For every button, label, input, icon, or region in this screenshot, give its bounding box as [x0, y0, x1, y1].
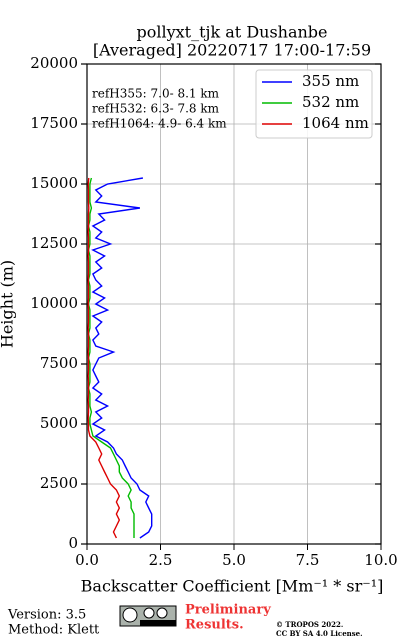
x-tick-label: 10.0	[364, 551, 397, 569]
data-line	[91, 177, 153, 539]
y-axis-label: Height (m)	[0, 260, 17, 348]
annotation: refH532: 6.3- 7.8 km	[92, 102, 220, 116]
y-tick-label: 5000	[40, 414, 78, 432]
x-tick-label: 2.5	[149, 551, 173, 569]
chart-subtitle: [Averaged] 20220717 17:00-17:59	[93, 41, 371, 60]
chart-title: pollyxt_tjk at Dushanbe	[136, 23, 327, 42]
copyright: © TROPOS 2022.	[276, 620, 343, 629]
legend-label: 355 nm	[302, 72, 359, 90]
copyright: CC BY SA 4.0 License.	[276, 629, 363, 638]
x-axis-label: Backscatter Coefficient [Mm⁻¹ * sr⁻¹]	[81, 577, 384, 596]
preliminary: Preliminary	[185, 603, 271, 618]
method: Method: Klett	[8, 623, 100, 638]
legend-box	[255, 69, 373, 139]
data-line	[87, 177, 121, 539]
y-tick-label: 7500	[40, 354, 78, 372]
x-tick-label: 7.5	[296, 551, 320, 569]
plot-frame	[86, 63, 382, 545]
cc-badge	[119, 605, 177, 627]
y-tick-label: 15000	[30, 174, 78, 192]
y-tick-label: 0	[68, 534, 78, 552]
legend-label: 532 nm	[302, 93, 359, 111]
y-tick-label: 20000	[30, 54, 78, 72]
version: Version: 3.5	[7, 608, 86, 623]
preliminary: Results.	[185, 618, 244, 633]
y-tick-label: 2500	[40, 474, 78, 492]
annotation: refH1064: 4.9- 6.4 km	[92, 117, 227, 131]
annotation: refH355: 7.0- 8.1 km	[92, 87, 220, 101]
x-tick-label: 0.0	[75, 551, 99, 569]
legend-label: 1064 nm	[302, 114, 369, 132]
y-tick-label: 12500	[30, 234, 78, 252]
x-tick-label: 5.0	[222, 551, 246, 569]
y-tick-label: 17500	[30, 114, 78, 132]
y-tick-label: 10000	[30, 294, 78, 312]
